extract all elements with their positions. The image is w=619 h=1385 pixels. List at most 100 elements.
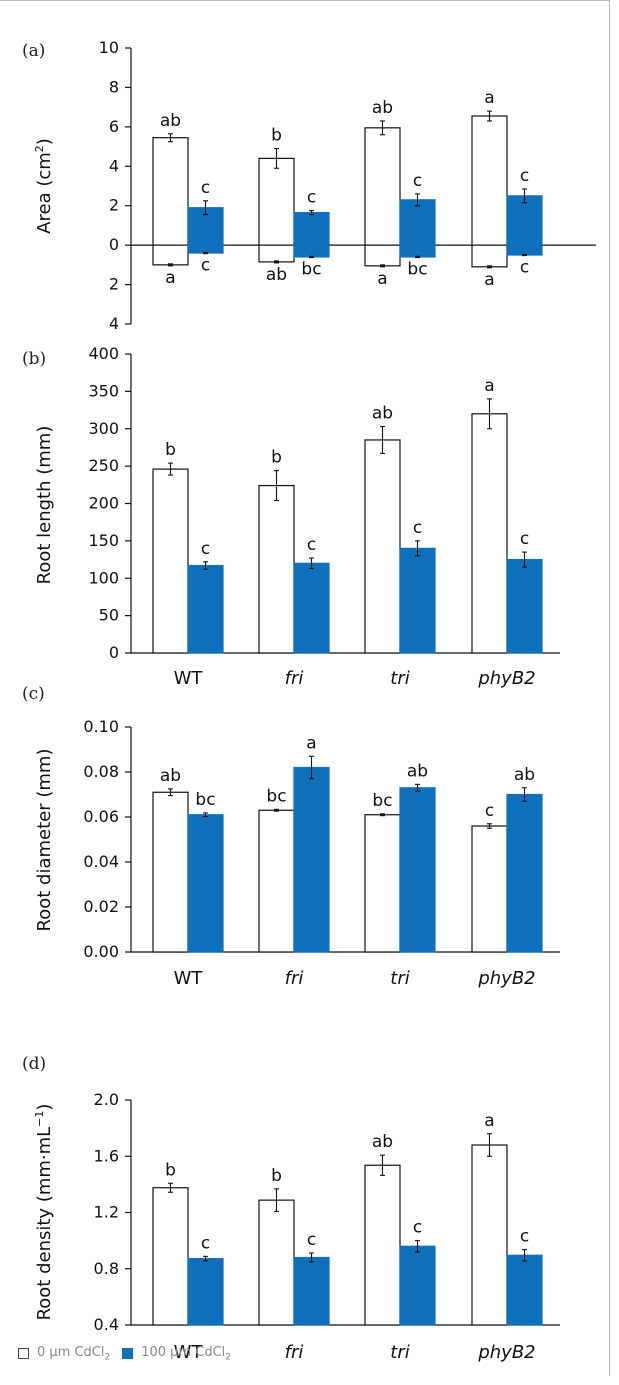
panel-a-bar-control-tri-neg [364, 244, 401, 267]
panel-c-bar-cadmium-phyB2 [506, 793, 543, 953]
legend-label-cadmium: 100 μm CdCl2 [141, 1345, 231, 1363]
panel-c-bar-control-phyB2 [471, 825, 508, 953]
panel-c-category-label-fri: fri [285, 968, 304, 989]
panel-a-bar-cadmium-tri [399, 199, 436, 246]
panel-a-sig-letter: c [520, 258, 529, 278]
panel-a-bar-cadmium-WT [187, 207, 224, 246]
panel-b-sig-letter: b [165, 440, 176, 460]
panel-b-category-label-fri: fri [285, 668, 304, 689]
panel-b-y-tick-label: 50 [99, 606, 119, 625]
panel-b-sig-letter: c [413, 518, 422, 538]
panel-b-y-tick-label: 150 [88, 531, 119, 550]
panel-c-sig-letter: ab [407, 761, 428, 781]
panel-a-sig-letter: a [484, 270, 494, 290]
panel-a-bar-control-phyB2-neg [471, 244, 508, 268]
panel-c-sig-letter: c [485, 801, 494, 821]
panel-d-sig-letter: b [165, 1160, 176, 1180]
panel-d-category-label-fri: fri [285, 1342, 304, 1363]
panel-a-bar-cadmium-WT-neg [187, 244, 224, 254]
panel-c-sig-letter: bc [372, 791, 392, 811]
panel-a-bar-cadmium-tri-neg [399, 244, 436, 258]
figure-frame [0, 0, 610, 1376]
panel-a-sig-letter: c [307, 188, 316, 208]
panel-a-y-tick-label: 2 [109, 275, 119, 294]
panel-a-y-tick-label: 6 [109, 117, 119, 136]
legend: 0 μm CdCl2 100 μm CdCl2 [18, 1345, 231, 1363]
panel-d-sig-letter: c [201, 1233, 210, 1253]
panel-a-y-tick-label: 2 [109, 196, 119, 215]
panel-b-sig-letter: a [484, 376, 494, 396]
panel-a-sig-letter: bc [301, 260, 321, 280]
panel-a-bar-cadmium-phyB2-neg [506, 244, 543, 256]
panel-d-sig-letter: a [484, 1111, 494, 1131]
panel-d-bar-cadmium-tri [399, 1245, 436, 1326]
panel-b-sig-letter: b [271, 448, 282, 468]
panel-b-label: (b) [22, 349, 46, 369]
panel-b-bar-control-tri [364, 439, 401, 654]
panel-a-bar-cadmium-fri [293, 212, 330, 246]
panel-c-sig-letter: bc [266, 786, 286, 806]
panel-d-bar-cadmium-fri [293, 1256, 330, 1326]
panel-d-sig-letter: ab [372, 1132, 393, 1152]
panel-b-y-tick-label: 0 [109, 643, 119, 662]
legend-swatch-control [18, 1348, 29, 1360]
panel-a-sig-letter: a [377, 269, 387, 289]
panel-c-bar-control-WT [152, 791, 189, 953]
panel-b-bar-control-WT [152, 468, 189, 654]
panel-d-sig-letter: c [520, 1227, 529, 1247]
panel-d-y-tick-label: 0.4 [94, 1315, 119, 1334]
panel-a-sig-letter: c [201, 178, 210, 198]
panel-a-sig-letter: ab [372, 98, 393, 118]
panel-a-bar-control-fri-neg [258, 244, 295, 263]
panel-d-bar-cadmium-WT [187, 1258, 224, 1326]
panel-d-bar-control-tri [364, 1164, 401, 1326]
panel-d-y-tick-label: 2.0 [94, 1090, 119, 1109]
panel-b-sig-letter: c [201, 539, 210, 559]
panel-b-bar-cadmium-phyB2 [506, 558, 543, 654]
panel-a-sig-letter: c [413, 171, 422, 191]
panel-c-sig-letter: ab [514, 765, 535, 785]
panel-b-sig-letter: c [307, 535, 316, 555]
panel-c-bar-cadmium-tri [399, 787, 436, 953]
panel-b-y-tick-label: 100 [88, 568, 119, 587]
panel-c-category-label-WT: WT [174, 968, 204, 989]
panel-b-category-label-tri: tri [390, 668, 409, 689]
panel-a-bar-control-fri [258, 157, 295, 246]
panel-a-sig-letter: a [165, 268, 175, 288]
panel-b-sig-letter: ab [372, 404, 393, 424]
panel-d-y-tick-label: 1.6 [94, 1146, 119, 1165]
panel-d-bar-control-WT [152, 1187, 189, 1326]
panel-a-sig-letter: c [520, 166, 529, 186]
panel-c-y-tick-label: 0.08 [83, 762, 119, 781]
panel-d-category-label-phyB2: phyB2 [477, 1342, 535, 1363]
panel-a-bar-control-WT-neg [152, 244, 189, 266]
panel-b-bar-control-phyB2 [471, 413, 508, 654]
panel-c-label: (c) [22, 684, 45, 704]
panel-c-sig-letter: bc [195, 790, 215, 810]
panel-c-y-label: Root diameter (mm) [34, 749, 55, 932]
panel-a-bar-control-WT [152, 137, 189, 246]
panel-d-bar-cadmium-phyB2 [506, 1254, 543, 1326]
panel-d-category-label-tri: tri [390, 1342, 409, 1363]
panel-d-y-tick-label: 0.8 [94, 1259, 119, 1278]
panel-a-sig-letter: b [271, 126, 282, 146]
panel-a-bar-control-tri [364, 127, 401, 246]
panel-c-bar-control-tri [364, 814, 401, 953]
panel-b-bar-control-fri [258, 484, 295, 654]
panel-c-y-tick-label: 0.02 [83, 897, 119, 916]
panel-a-label: (a) [22, 41, 45, 61]
panel-d-label: (d) [22, 1054, 46, 1074]
panel-a-bar-cadmium-fri-neg [293, 244, 330, 258]
panel-c-y-tick-label: 0.06 [83, 807, 119, 826]
panel-d-y-label: Root density (mm·mL−1) [33, 1104, 55, 1321]
panel-c-bar-cadmium-fri [293, 766, 330, 953]
panel-a-sig-letter: bc [407, 260, 427, 280]
panel-c-sig-letter: ab [160, 766, 181, 786]
panel-d-category-label-WT: WT [174, 1342, 204, 1363]
panel-d-sig-letter: c [307, 1230, 316, 1250]
panel-a-sig-letter: a [484, 88, 494, 108]
panel-a-bar-cadmium-phyB2 [506, 195, 543, 246]
panel-b-y-label: Root length (mm) [34, 426, 55, 585]
panel-a-y-tick-label: 0 [109, 235, 119, 254]
